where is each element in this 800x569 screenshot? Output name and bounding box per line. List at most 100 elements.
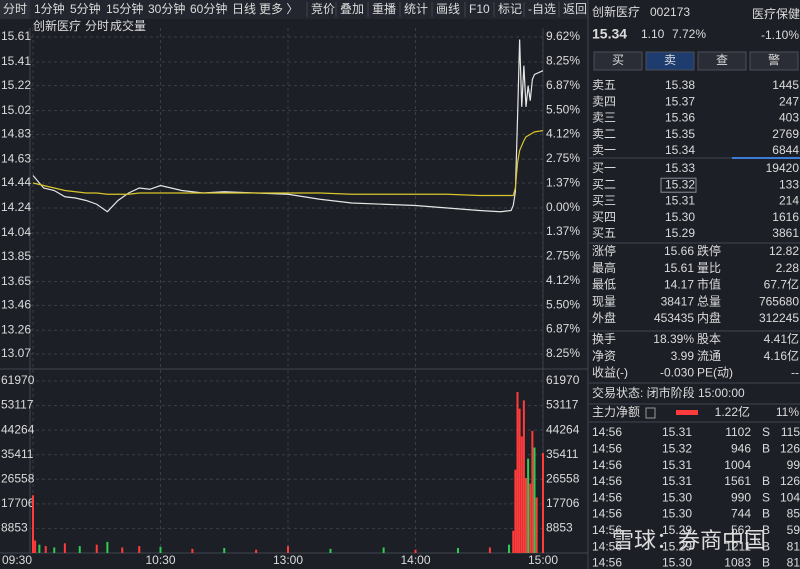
y-tick-label: 13.85 (1, 249, 31, 263)
tab[interactable]: 5分钟 (70, 1, 101, 16)
y-tick-label: 8853 (1, 521, 28, 535)
stat-label: 外盘 (592, 310, 616, 325)
stat-label: 股本 (697, 332, 721, 346)
flow-pct: 11% (776, 405, 799, 419)
chart-title: 创新医疗 (33, 18, 81, 33)
y2-tick-label: 5.50% (546, 102, 580, 116)
y-tick-label: 61970 (1, 373, 35, 387)
volume-bar (520, 436, 523, 553)
volume-bar (106, 541, 109, 553)
y-tick-label: 17706 (546, 496, 580, 510)
tick-price: 15.31 (662, 474, 692, 488)
button-label[interactable]: 警 (768, 52, 780, 67)
stat-value: -0.030 (660, 366, 694, 380)
tab[interactable]: 统计 (404, 2, 428, 16)
volume-bar (78, 546, 81, 553)
book-volume: 2769 (772, 127, 799, 141)
tab[interactable]: 更多 〉 (259, 2, 298, 16)
volume-bar (508, 544, 510, 553)
tick-side: B (762, 507, 770, 521)
volume-bar (159, 546, 162, 553)
tab[interactable]: 重播 (372, 2, 396, 16)
tab[interactable]: -自选 (528, 2, 556, 16)
volume-bar (529, 483, 532, 553)
book-label: 买二 (592, 177, 616, 191)
tick-volume: 946 (731, 441, 751, 455)
stat-label: 换手 (592, 332, 616, 346)
volume-bar (329, 548, 332, 553)
y-tick-label: 13.26 (1, 322, 31, 336)
y2-tick-label: 9.62% (546, 29, 580, 43)
tick-side: B (762, 556, 770, 569)
book-label: 买四 (592, 210, 616, 224)
y2-tick-label: 8.25% (546, 346, 580, 360)
tab[interactable]: 15分钟 (106, 1, 143, 16)
y-tick-label: 15.22 (1, 78, 31, 92)
x-tick-label: 10:30 (145, 553, 175, 567)
tick-time: 14:56 (592, 556, 622, 569)
y-tick-label: 15.41 (1, 54, 31, 68)
book-volume: 19420 (766, 161, 800, 175)
volume-bar (95, 544, 98, 553)
book-label: 卖四 (592, 94, 616, 108)
volume-bar (535, 497, 538, 553)
toolbar (0, 0, 588, 19)
y-tick-label: 13.46 (1, 297, 31, 311)
button[interactable] (697, 51, 747, 71)
tick-volume: 1561 (724, 474, 751, 488)
tab[interactable]: 60分钟 (190, 1, 227, 16)
button[interactable] (749, 51, 799, 71)
tab[interactable]: 竞价 (311, 2, 335, 16)
book-label: 卖五 (592, 78, 616, 92)
tab[interactable]: F10 (469, 2, 490, 16)
tab[interactable]: 日线 (232, 2, 256, 16)
tick-volume: 744 (731, 507, 751, 521)
volume-bar (121, 547, 124, 553)
tab[interactable]: 1分钟 (34, 1, 65, 16)
stat-value: 453435 (654, 311, 694, 325)
tab[interactable]: 叠加 (340, 2, 364, 16)
tick-volume: 990 (731, 490, 751, 504)
tick-side: B (762, 474, 770, 488)
stat-label: 量比 (697, 261, 721, 275)
stat-label: 最低 (592, 278, 616, 292)
button-label[interactable]: 查 (716, 53, 728, 67)
tab[interactable]: 30分钟 (148, 1, 185, 16)
y-tick-label: 14.83 (1, 127, 31, 141)
y-tick-label: 14.63 (1, 151, 31, 165)
book-label: 买五 (592, 226, 616, 240)
y-tick-label: 44264 (546, 422, 580, 436)
stat-label: 涨停 (592, 243, 616, 258)
tab[interactable]: 画线 (436, 2, 460, 16)
sector-pct: -1.10% (761, 28, 799, 42)
highlight-box (660, 177, 697, 193)
tab[interactable]: 标记 (498, 2, 522, 16)
sector: 医疗保健 (752, 7, 800, 21)
x-tick-label: 14:00 (400, 553, 430, 567)
stat-label: PE(动) (697, 366, 733, 380)
tick-count: 81 (787, 556, 800, 569)
tab[interactable]: 分时 (3, 2, 27, 16)
button[interactable] (593, 51, 643, 71)
book-volume: 247 (779, 94, 799, 108)
tab-active-bg (0, 0, 30, 19)
book-price: 15.33 (665, 161, 695, 175)
button-label[interactable]: 买 (612, 53, 624, 67)
book-price: 15.32 (665, 177, 695, 191)
volume-bar (516, 392, 519, 553)
tick-count: 81 (787, 539, 800, 553)
tick-count: 59 (787, 523, 800, 537)
tick-side: B (762, 441, 770, 455)
book-label: 卖二 (592, 127, 616, 141)
book-label: 买三 (592, 194, 616, 208)
stat-value: 15.66 (664, 244, 694, 258)
tick-time: 14:56 (592, 507, 622, 521)
button-label[interactable]: 卖 (664, 53, 676, 67)
tab[interactable]: 返回 (563, 2, 587, 16)
book-price: 15.35 (665, 127, 695, 141)
book-volume: 133 (779, 177, 799, 191)
stat-value: 2.28 (776, 261, 800, 275)
button[interactable] (645, 51, 695, 71)
stat-label: 收益(-) (592, 366, 628, 380)
